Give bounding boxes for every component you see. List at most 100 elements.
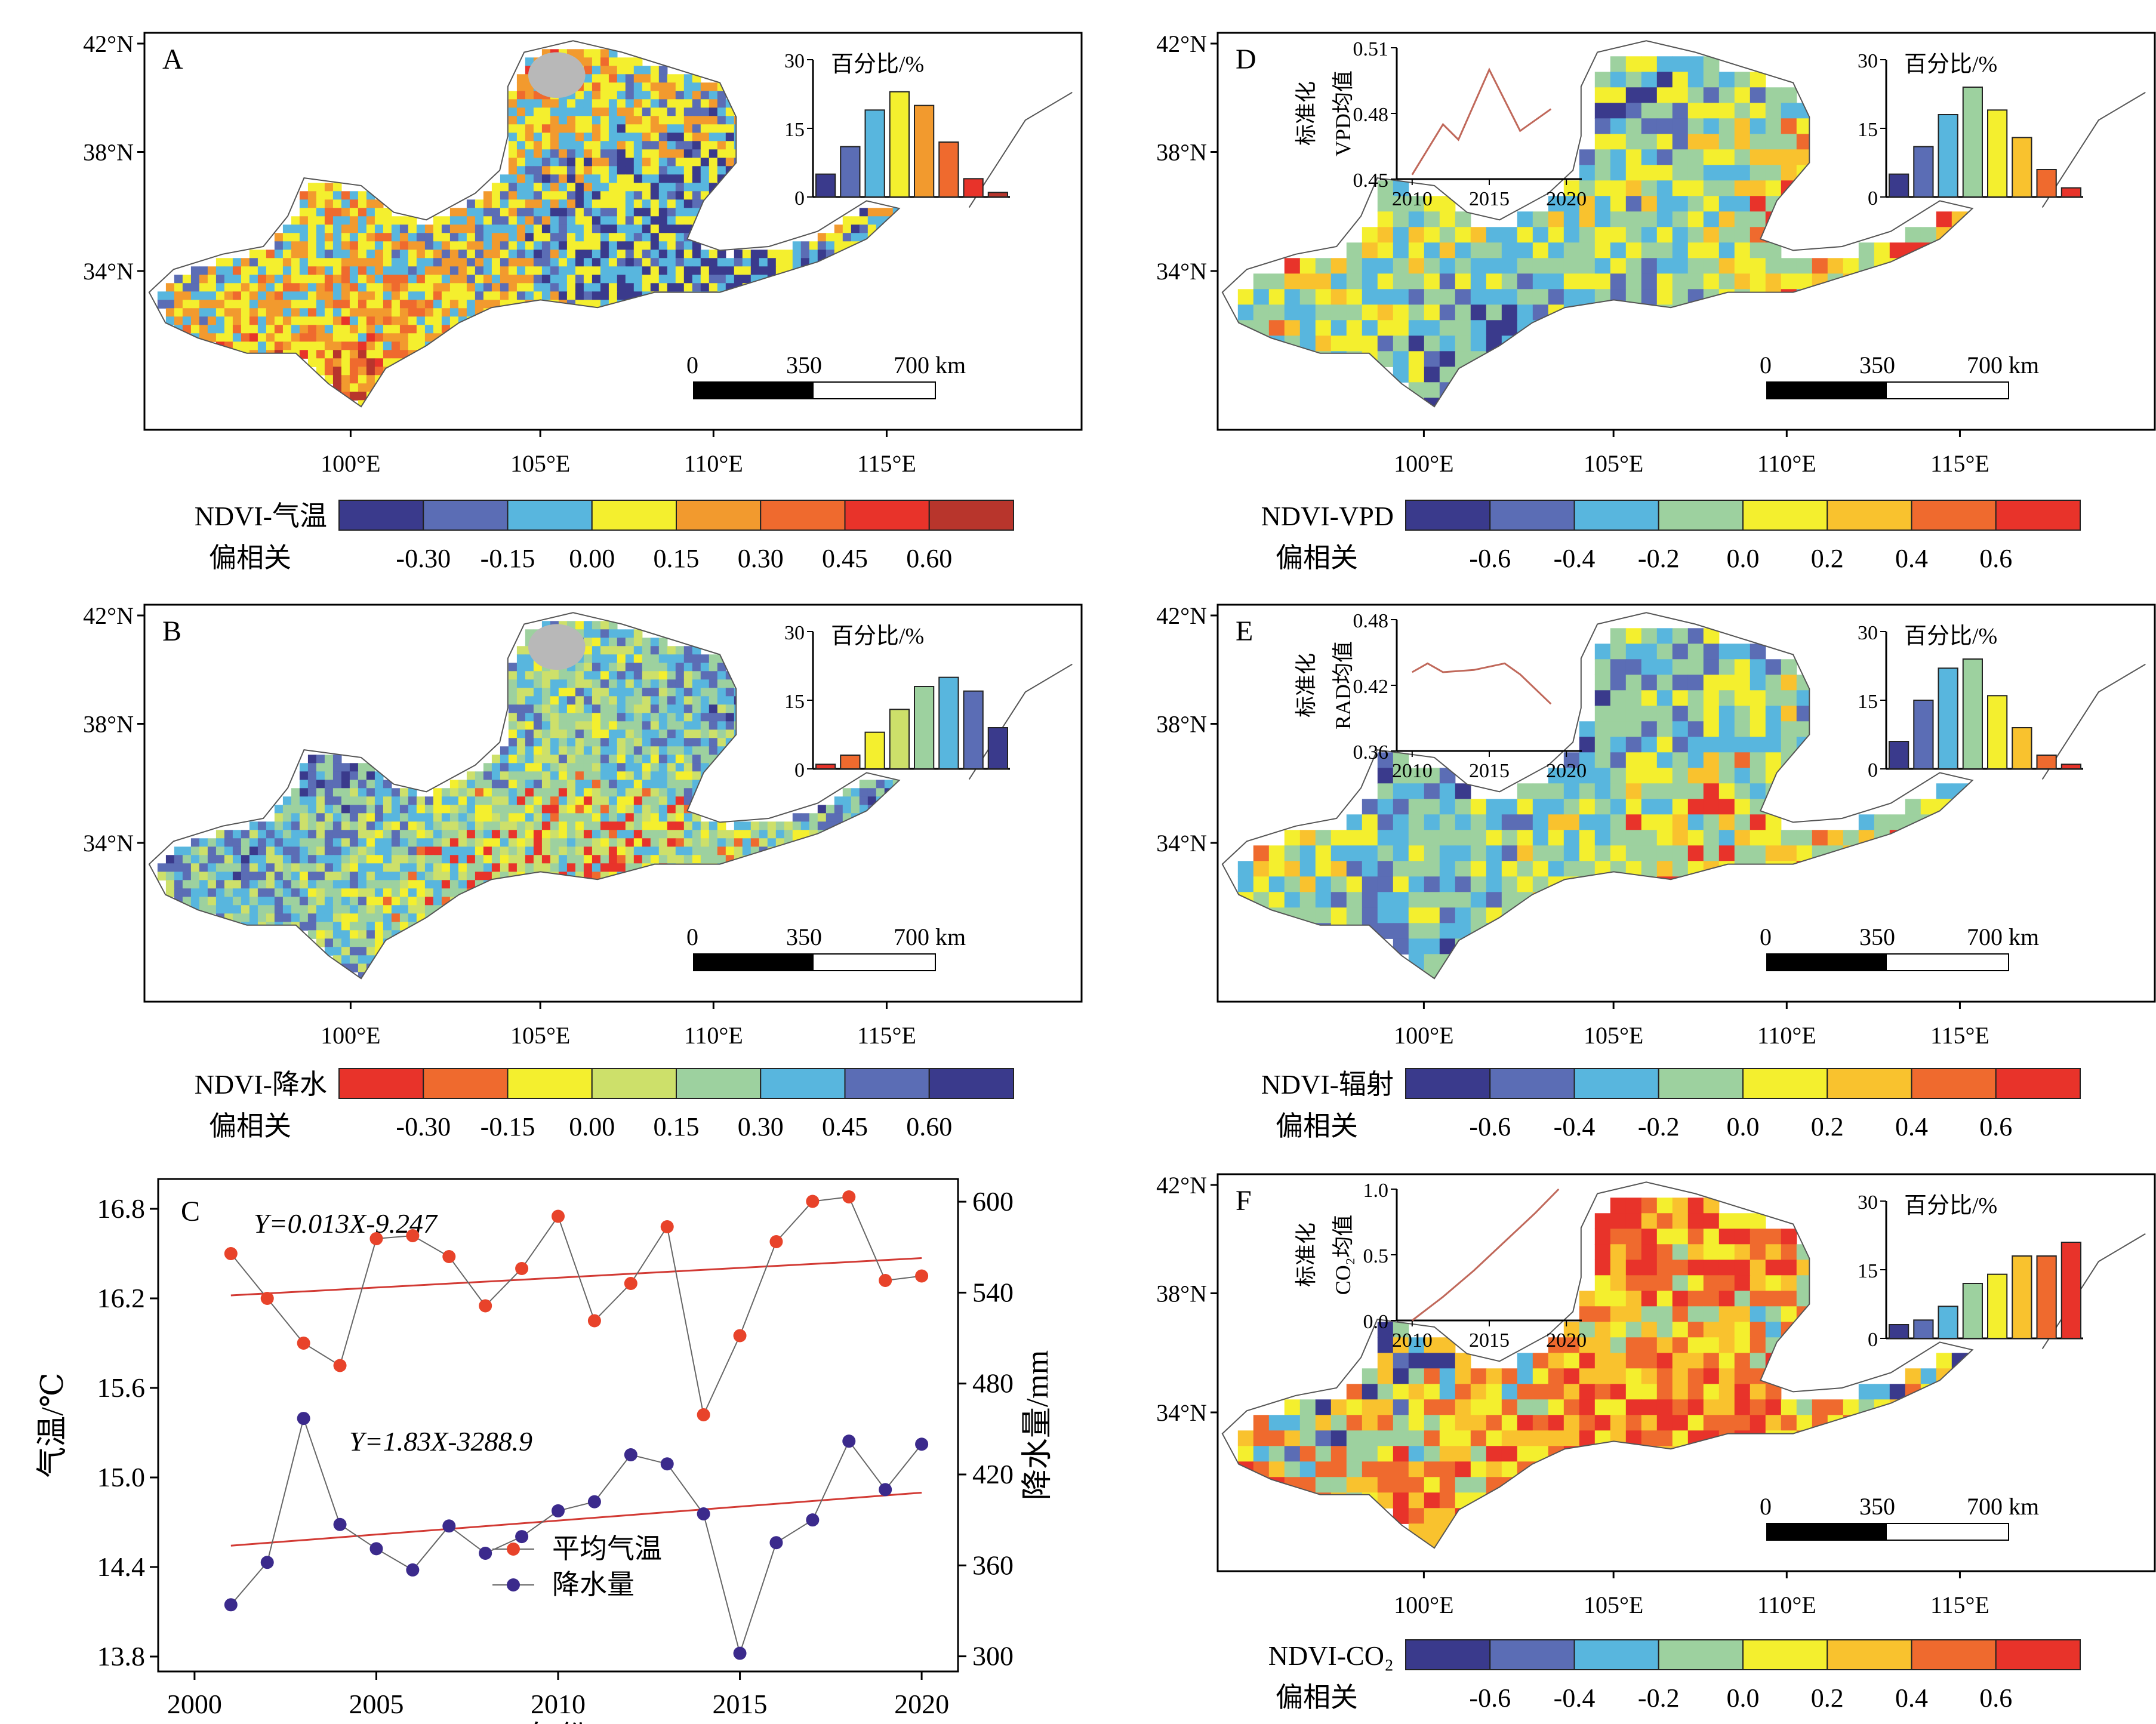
raster-cell (291, 333, 300, 342)
raster-cell (224, 275, 233, 284)
raster-cell (658, 174, 668, 183)
raster-cell (282, 300, 292, 309)
raster-cell (466, 830, 476, 839)
raster-cell (1517, 273, 1533, 290)
raster-cell (324, 250, 334, 258)
raster-cell (608, 133, 618, 141)
raster-cell (575, 780, 584, 789)
raster-cell (332, 755, 342, 764)
raster-cell (391, 341, 401, 350)
inset-x-tick-label: 2010 (1392, 760, 1433, 782)
raster-cell (625, 629, 635, 638)
raster-cell (349, 392, 359, 401)
raster-cell (600, 813, 609, 822)
raster-cell (1362, 289, 1378, 305)
raster-cell (617, 771, 626, 780)
raster-cell (658, 116, 668, 125)
raster-cell (1656, 1197, 1673, 1214)
raster-cell (458, 838, 467, 847)
raster-cell (349, 855, 359, 864)
raster-cell (508, 688, 518, 697)
raster-cell (1656, 258, 1673, 274)
raster-cell (642, 283, 651, 292)
raster-cell (642, 763, 651, 772)
raster-cell (617, 124, 626, 133)
raster-cell (851, 788, 860, 797)
raster-cell (608, 174, 618, 183)
raster-cell (1656, 180, 1673, 196)
raster-cell (1610, 659, 1627, 675)
legend-swatch (1489, 500, 1575, 531)
raster-cell (207, 880, 217, 889)
raster-cell (700, 713, 710, 722)
raster-cell (475, 838, 484, 847)
raster-cell (1548, 768, 1564, 784)
raster-cell (650, 82, 660, 91)
inset-tick-label: 0.48 (1353, 104, 1389, 126)
raster-cell (1532, 814, 1549, 830)
raster-cell (516, 250, 526, 258)
raster-cell (583, 855, 593, 864)
raster-cell (608, 654, 618, 663)
raster-cell (1563, 227, 1580, 243)
raster-cell (1656, 1244, 1673, 1260)
raster-cell (374, 930, 384, 939)
raster-cell (1610, 675, 1627, 691)
raster-cell (1439, 1461, 1456, 1477)
raster-cell (1455, 1353, 1471, 1369)
raster-cell (692, 283, 701, 292)
raster-cell (399, 863, 409, 872)
raster-cell (1641, 799, 1658, 815)
hist-bar (987, 727, 1008, 769)
raster-cell (792, 813, 802, 822)
raster-cell (1424, 1492, 1440, 1508)
raster-cell (650, 216, 660, 225)
raster-cell (1594, 1275, 1611, 1291)
raster-cell (491, 291, 501, 300)
raster-cell (1455, 1430, 1471, 1446)
raster-cell (433, 241, 442, 250)
raster-cell (475, 846, 484, 855)
raster-cell (1424, 196, 1440, 212)
raster-cell (449, 872, 459, 881)
raster-cell (667, 141, 676, 150)
raster-cell (550, 763, 559, 772)
raster-cell (224, 316, 233, 325)
raster-cell (316, 796, 325, 805)
raster-cell (307, 183, 317, 192)
raster-cell (1594, 165, 1611, 181)
raster-cell (1486, 320, 1502, 336)
raster-cell (1315, 892, 1332, 908)
raster-cell (1625, 830, 1642, 846)
raster-cell (617, 224, 626, 233)
raster-cell (1393, 1492, 1409, 1508)
hist-bar (1962, 87, 1983, 198)
raster-cell (734, 250, 743, 258)
raster-cell (550, 166, 559, 175)
raster-cell (424, 250, 434, 258)
raster-cell (1579, 1430, 1596, 1446)
raster-cell (441, 258, 451, 267)
raster-cell (391, 266, 401, 275)
raster-cell (190, 300, 200, 309)
raster-cell (683, 158, 693, 167)
legend-tick-label: 0.00 (569, 1112, 615, 1141)
raster-cell (633, 788, 643, 797)
raster-cell (851, 224, 860, 233)
raster-cell (558, 771, 568, 780)
raster-cell (316, 938, 325, 947)
raster-cell (550, 788, 559, 797)
raster-cell (625, 191, 635, 200)
raster-cell (1594, 721, 1611, 737)
raster-cell (675, 275, 685, 284)
raster-cell (232, 905, 242, 914)
raster-cell (466, 308, 476, 317)
raster-cell (383, 291, 392, 300)
raster-cell (466, 275, 476, 284)
raster-cell (500, 224, 509, 233)
raster-cell (215, 333, 225, 342)
raster-cell (316, 283, 325, 292)
hist-bar (1913, 700, 1934, 769)
raster-cell (291, 241, 300, 250)
raster-cell (592, 149, 601, 158)
